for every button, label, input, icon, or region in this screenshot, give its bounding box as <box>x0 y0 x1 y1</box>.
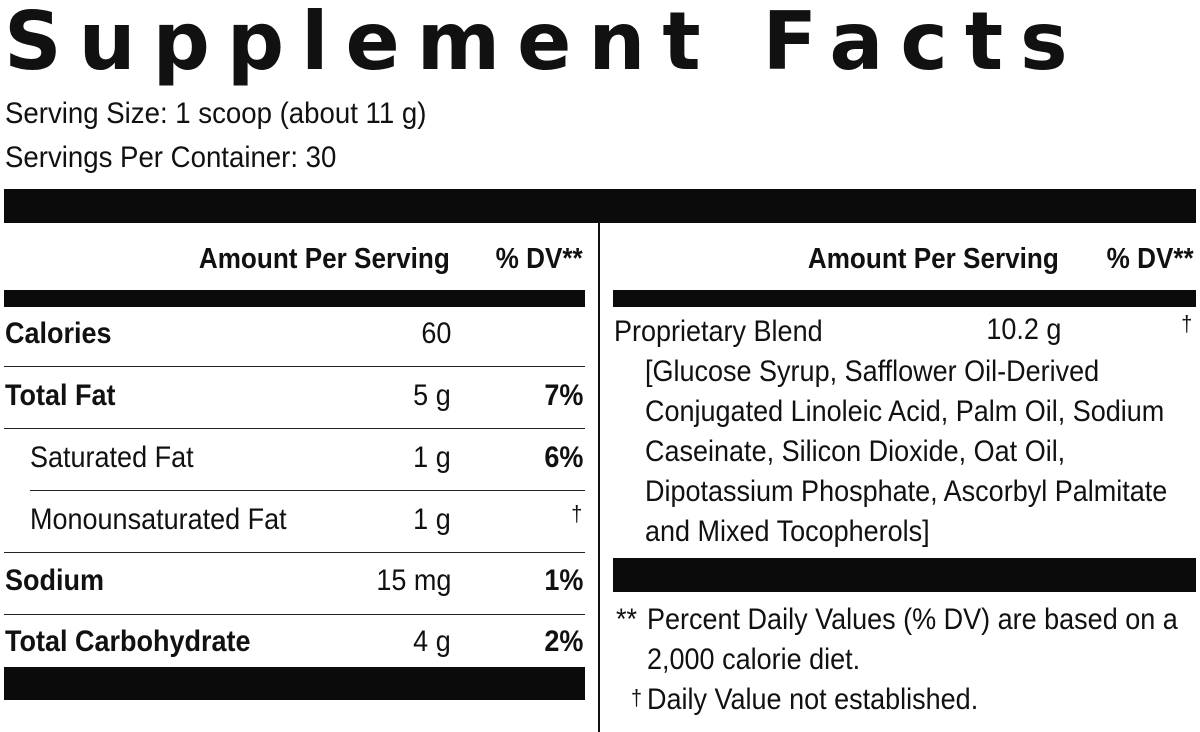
row-calories-label: Calories <box>5 317 112 350</box>
panel-title: Supplement Facts <box>4 0 1085 88</box>
left-header-dv: % DV** <box>495 243 583 275</box>
blend-dv: † <box>1180 311 1192 336</box>
right-header-bar <box>613 290 1196 307</box>
ingredients-line-1: [Glucose Syrup, Safflower Oil-Derived <box>645 355 1100 388</box>
row-total-carbohydrate-dv: 2% <box>543 625 583 658</box>
row-monounsaturated-fat-dv: † <box>570 501 582 526</box>
row-total-fat-label: Total Fat <box>5 379 116 412</box>
row-sodium-dv: 1% <box>543 564 583 597</box>
row-saturated-fat-amount: 1 g <box>413 441 451 474</box>
row-saturated-fat-dv: 6% <box>543 441 583 474</box>
ingredients-line-3: Caseinate, Silicon Dioxide, Oat Oil, <box>645 435 1066 468</box>
row-total-fat-amount: 5 g <box>413 379 451 412</box>
row-divider <box>4 366 585 367</box>
footnote-dv-line-1: Percent Daily Values (% DV) are based on… <box>647 603 1178 636</box>
footnote-dagger-mark: † <box>631 685 643 710</box>
serving-size: Serving Size: 1 scoop (about 11 g) <box>5 97 427 130</box>
column-divider <box>598 223 600 732</box>
row-calories-amount: 60 <box>420 317 451 350</box>
row-monounsaturated-fat-amount: 1 g <box>413 503 451 536</box>
footnote-dagger-text: Daily Value not established. <box>647 683 979 716</box>
right-header-amount: Amount Per Serving <box>808 243 1059 275</box>
right-header-dv: % DV** <box>1106 243 1194 275</box>
blend-label: Proprietary Blend <box>614 315 823 348</box>
row-monounsaturated-fat-label: Monounsaturated Fat <box>30 503 287 536</box>
ingredients-line-5: and Mixed Tocopherols] <box>645 515 930 548</box>
left-bottom-bar <box>4 667 585 700</box>
top-thick-bar <box>4 189 1196 223</box>
row-total-carbohydrate-amount: 4 g <box>413 625 451 658</box>
blend-amount: 10.2 g <box>985 313 1061 346</box>
ingredients-line-2: Conjugated Linoleic Acid, Palm Oil, Sodi… <box>645 395 1165 428</box>
row-divider <box>4 428 585 429</box>
right-bottom-bar <box>613 558 1196 592</box>
row-total-carbohydrate-label: Total Carbohydrate <box>5 625 251 658</box>
footnote-dv-line-2: 2,000 calorie diet. <box>647 643 861 676</box>
row-divider <box>4 552 585 553</box>
row-saturated-fat-label: Saturated Fat <box>30 441 194 474</box>
left-header-bar <box>4 290 585 307</box>
footnote-dv-mark: ** <box>616 603 638 636</box>
row-sodium-amount: 15 mg <box>375 564 451 597</box>
row-sodium-label: Sodium <box>5 564 104 597</box>
row-divider <box>30 490 585 491</box>
row-total-fat-dv: 7% <box>543 379 583 412</box>
left-header-amount: Amount Per Serving <box>199 243 450 275</box>
row-divider <box>4 614 585 615</box>
ingredients-line-4: Dipotassium Phosphate, Ascorbyl Palmitat… <box>645 475 1168 508</box>
servings-per-container: Servings Per Container: 30 <box>5 141 337 174</box>
